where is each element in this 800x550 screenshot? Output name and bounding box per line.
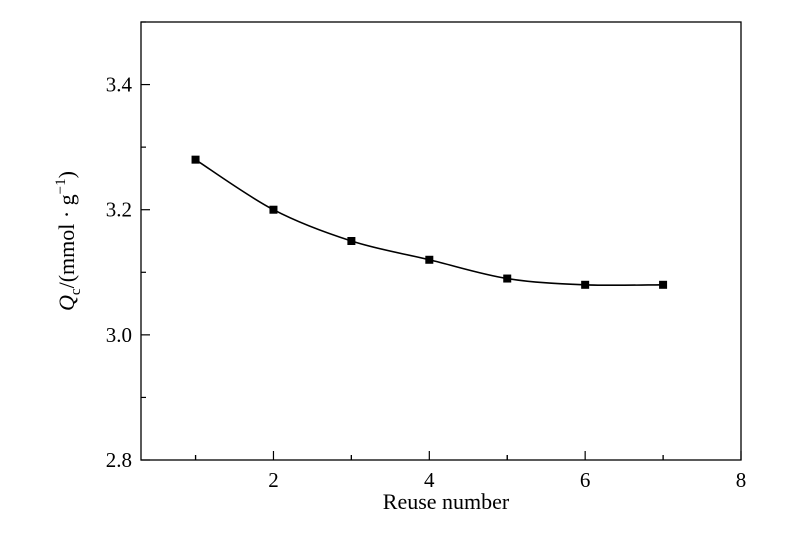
plot-frame xyxy=(140,21,742,461)
data-point-marker xyxy=(425,255,434,264)
y-axis-unit-exponent: −1 xyxy=(53,178,69,194)
y-tick-label: 3.2 xyxy=(106,198,132,222)
y-axis-ticks: 2.8 3.0 3.2 3.4 xyxy=(106,21,150,472)
y-axis-symbol: Q xyxy=(54,295,79,311)
series-line xyxy=(195,158,664,287)
x-tick-label: 8 xyxy=(736,468,747,492)
y-tick-label: 3.4 xyxy=(106,73,133,97)
data-point-marker xyxy=(581,280,590,289)
y-axis-unit: /(mmol · g xyxy=(54,194,79,288)
y-axis-unit-close: ) xyxy=(54,171,79,178)
x-tick-label: 6 xyxy=(580,468,591,492)
data-point-marker xyxy=(659,280,668,289)
x-tick-label: 4 xyxy=(424,468,435,492)
plot-area: 2 4 6 8 2.8 3.0 3.2 3.4 xyxy=(106,21,747,492)
x-tick-label: 2 xyxy=(268,468,279,492)
y-axis-label: Qc/(mmol · g−1) xyxy=(53,171,84,311)
series-markers xyxy=(191,155,668,289)
data-point-marker xyxy=(347,237,356,245)
x-axis-label: Reuse number xyxy=(383,489,510,514)
x-axis-ticks: 2 4 6 8 xyxy=(194,451,747,492)
data-point-marker xyxy=(191,155,200,164)
data-point-marker xyxy=(269,205,278,214)
y-tick-label: 3.0 xyxy=(106,323,132,347)
y-axis-symbol-subscript: c xyxy=(68,288,84,295)
y-tick-label: 2.8 xyxy=(106,448,132,472)
data-point-marker xyxy=(503,274,512,283)
